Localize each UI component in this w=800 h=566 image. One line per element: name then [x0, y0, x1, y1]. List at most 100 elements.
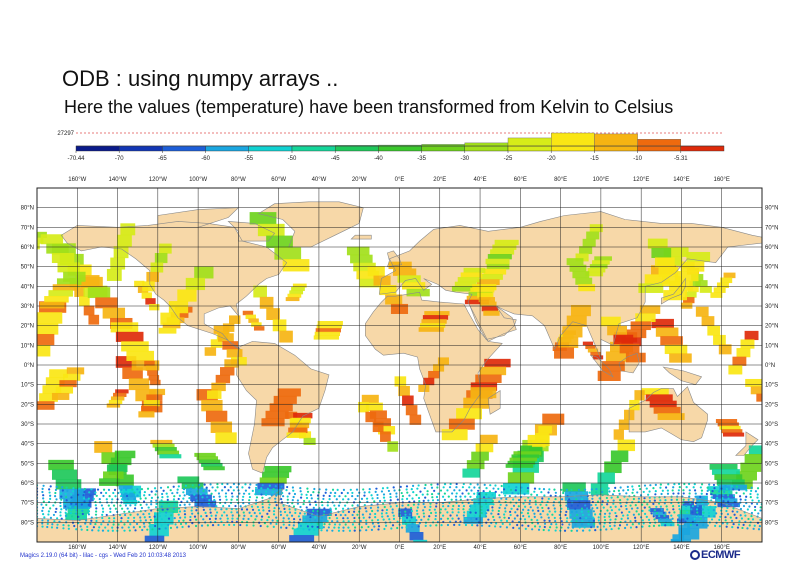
observation-swath	[110, 322, 139, 333]
observation-dot	[601, 490, 604, 494]
observation-dot	[685, 504, 688, 508]
observation-dot	[165, 511, 168, 514]
observation-dot	[701, 508, 704, 511]
observation-dot	[169, 526, 173, 530]
observation-dot	[46, 519, 50, 522]
observation-dot	[272, 525, 275, 528]
observation-swath	[744, 330, 759, 341]
observation-dot	[598, 497, 601, 500]
observation-dot	[508, 523, 511, 526]
observation-swath	[463, 516, 483, 524]
observation-dot	[605, 496, 608, 500]
observation-dot	[516, 523, 519, 527]
observation-dot	[540, 491, 543, 494]
observation-dot	[602, 506, 605, 509]
observation-dot	[238, 514, 241, 517]
observation-dot	[580, 498, 584, 501]
observation-swath	[475, 374, 502, 384]
observation-dot	[461, 492, 464, 495]
observation-swath	[185, 277, 206, 291]
observation-dot	[148, 515, 151, 519]
observation-dot	[353, 520, 356, 523]
observation-dot	[294, 511, 297, 514]
observation-dot	[72, 487, 75, 490]
observation-dot	[334, 491, 337, 495]
observation-dot	[467, 501, 470, 505]
observation-dot	[333, 526, 336, 529]
observation-dot	[154, 524, 157, 528]
observation-dot	[395, 492, 398, 495]
observation-dot	[443, 483, 447, 486]
observation-swath	[106, 268, 122, 281]
observation-swath	[613, 429, 624, 440]
observation-swath	[51, 469, 78, 480]
observation-dot	[451, 508, 454, 511]
observation-dot	[469, 495, 472, 498]
observation-dot	[652, 524, 656, 527]
observation-dot	[248, 486, 251, 489]
observation-dot	[592, 510, 596, 513]
observation-swath	[248, 318, 259, 323]
observation-dot	[228, 504, 231, 508]
observation-swath	[115, 356, 137, 368]
observation-dot	[329, 513, 332, 516]
observation-swath	[65, 513, 88, 521]
observation-dot	[518, 527, 521, 530]
observation-dot	[241, 520, 244, 524]
observation-dot	[598, 513, 602, 516]
latitude-label: 10°N	[21, 343, 34, 349]
observation-dot	[209, 508, 212, 511]
observation-swath	[767, 408, 784, 416]
observation-swath	[365, 402, 383, 412]
observation-dot	[172, 485, 175, 488]
observation-dot	[279, 513, 283, 516]
observation-dot	[677, 492, 680, 495]
observation-dot	[376, 506, 380, 509]
observation-dot	[491, 506, 494, 509]
observation-dot	[189, 518, 192, 522]
observation-dot	[449, 514, 452, 517]
observation-dot	[657, 502, 661, 505]
observation-dot	[465, 489, 468, 492]
observation-swath	[44, 296, 69, 303]
observation-dot	[759, 506, 762, 509]
observation-dot	[288, 520, 291, 523]
observation-dot	[331, 520, 334, 523]
observation-dot	[474, 511, 477, 514]
observation-dot	[107, 529, 110, 532]
observation-dot	[630, 507, 634, 510]
observation-swath	[647, 238, 668, 249]
observation-dot	[405, 523, 408, 526]
observation-swath	[712, 494, 735, 499]
latitude-label: 50°N	[765, 265, 778, 271]
observation-swath	[409, 414, 422, 425]
observation-swath	[590, 483, 609, 496]
observation-dot	[64, 514, 68, 518]
observation-swath	[680, 302, 693, 309]
observation-dot	[543, 525, 546, 529]
observation-dot	[127, 516, 130, 520]
observation-dot	[337, 529, 341, 532]
longitude-label: 40°W	[312, 545, 327, 551]
observation-dot	[696, 505, 699, 508]
observation-dot	[49, 497, 52, 500]
observation-dot	[255, 496, 259, 499]
observation-dot	[658, 496, 661, 499]
observation-dot	[672, 505, 675, 508]
observation-dot	[480, 518, 483, 521]
observation-dot	[87, 510, 91, 513]
observation-swath	[367, 266, 385, 277]
observation-dot	[672, 508, 675, 511]
observation-dot	[464, 495, 467, 498]
observation-dot	[86, 525, 89, 528]
observation-dot	[176, 491, 179, 494]
observation-swath	[194, 266, 214, 279]
observation-swath	[201, 462, 223, 467]
observation-swath	[314, 331, 341, 336]
observation-dot	[280, 498, 283, 501]
observation-swath	[402, 395, 414, 406]
observation-swath	[120, 492, 135, 497]
observation-dot	[522, 502, 525, 505]
observation-dot	[521, 524, 524, 527]
observation-dot	[504, 510, 507, 513]
